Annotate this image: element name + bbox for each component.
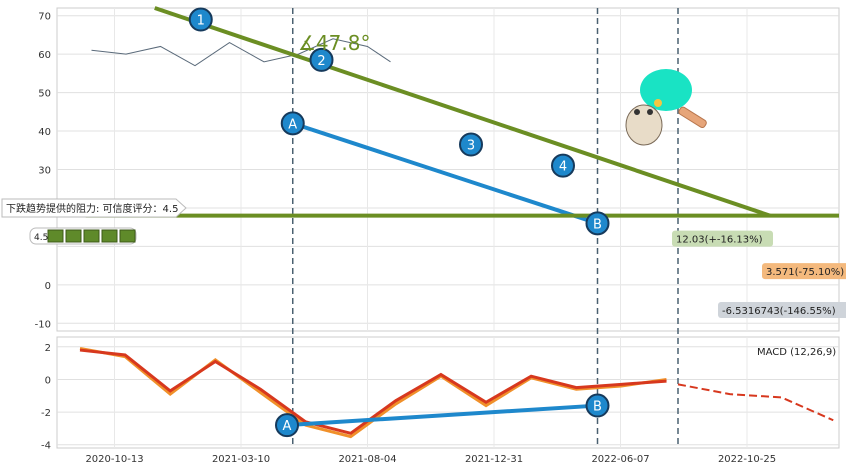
y-tick-label: -4 — [41, 441, 51, 452]
rating-badge: 4.5 — [29, 227, 137, 245]
trend-line-support — [292, 121, 599, 226]
main-y-axis: 70 60 50 40 30 0 -10 — [35, 12, 51, 331]
forecast-box — [718, 301, 846, 318]
wave-markers: 1 2 3 4 A B — [188, 7, 610, 236]
x-tick-label: 2021-03-10 — [212, 454, 270, 465]
macd-wave-markers: AB — [275, 393, 610, 438]
wave-label: 3 — [467, 139, 475, 154]
star-icon — [101, 229, 118, 243]
wave-marker — [280, 111, 305, 136]
x-tick-label: 2022-10-25 — [718, 454, 776, 465]
wave-marker — [585, 211, 610, 236]
rating-score: 4.5 — [34, 233, 48, 243]
x-tick-label: 2022-06-07 — [591, 454, 649, 465]
wave-label: B — [593, 217, 602, 232]
macd-forecast — [677, 383, 834, 422]
wave-marker — [459, 132, 483, 157]
x-tick-label: 2021-12-31 — [465, 454, 523, 465]
wave-label: 2 — [317, 54, 325, 69]
y-tick-label: -2 — [41, 408, 51, 419]
macd-y-axis: 2 0 -2 -4 — [41, 343, 51, 452]
forecast-labels: 12.03(+-16.13%) 3.571(-75.10%) -6.5316743(… — [672, 230, 846, 318]
x-tick-label: 2021-08-04 — [338, 454, 396, 465]
macd-trend-line — [286, 403, 598, 428]
wave-marker — [585, 393, 610, 418]
star-icon — [119, 229, 136, 243]
wave-label: A — [288, 117, 297, 132]
y-tick-label: 70 — [38, 12, 51, 23]
resistance-callout: 下跌趋势提供的阻力: 可信度评分：4.5 — [1, 198, 187, 218]
star-icon — [65, 229, 82, 243]
rating-stars — [47, 229, 136, 243]
macd-panel — [56, 336, 840, 449]
forecast-label: 12.03(+-16.13%) — [676, 235, 763, 246]
mascot-icon — [625, 69, 707, 146]
wave-marker — [551, 153, 575, 178]
x-tick-label: 2020-10-13 — [85, 454, 143, 465]
y-tick-label: 40 — [38, 127, 51, 138]
wave-marker — [309, 47, 334, 72]
y-tick-label: 0 — [45, 281, 51, 292]
wave-marker — [188, 7, 213, 32]
forecast-box — [672, 230, 773, 247]
star-icon — [47, 229, 64, 243]
forecast-label: -6.5316743(-146.55%) — [722, 306, 836, 317]
star-icon — [83, 229, 100, 243]
wave-label: A — [283, 419, 292, 434]
trend-lines — [85, 6, 839, 226]
main-grid — [57, 8, 839, 331]
y-tick-label: 0 — [45, 375, 51, 386]
wave-label: B — [593, 400, 602, 415]
y-tick-label: 50 — [38, 89, 51, 100]
price-line — [91, 38, 391, 67]
trend-line-resistance — [154, 6, 771, 218]
y-tick-label: -10 — [35, 319, 51, 330]
macd-series — [79, 346, 834, 439]
wave-marker — [275, 413, 299, 438]
price-series — [91, 38, 391, 67]
x-axis: 2020-10-13 2021-03-10 2021-08-04 2021-12-31… — [85, 454, 776, 465]
y-tick-label: 30 — [38, 166, 51, 177]
forecast-box — [762, 263, 846, 280]
y-tick-label: 2 — [45, 343, 51, 354]
macd-line — [79, 348, 667, 435]
macd-legend: MACD (12,26,9) — [757, 347, 836, 358]
wave-label: 4 — [559, 160, 567, 175]
wave-label: 1 — [197, 14, 205, 29]
angle-label: ∡47.8° — [298, 31, 370, 55]
forecast-label: 3.571(-75.10%) — [766, 267, 844, 278]
y-tick-label: 60 — [38, 50, 51, 61]
resistance-label: 下跌趋势提供的阻力: 可信度评分：4.5 — [6, 202, 178, 215]
